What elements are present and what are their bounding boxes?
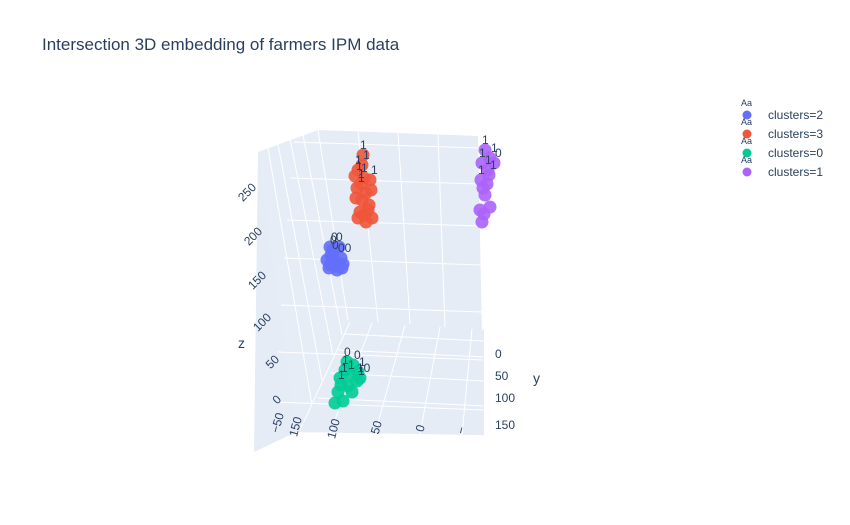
legend[interactable]: Aa clusters=2 Aa clusters=3 Aa clusters=… [741,98,823,179]
legend-marker [742,167,752,177]
y-tick-label: 150 [495,418,515,432]
point-label: 0 [332,238,339,252]
point-label: 1 [371,163,378,177]
data-point[interactable] [334,378,348,392]
x-tick-label: 100 [324,417,343,440]
point-label: 1 [482,133,489,147]
legend-item[interactable]: Aa clusters=2 [741,98,823,122]
point-label: 1 [360,138,367,152]
point-label: 1 [478,163,485,177]
legend-marker [742,148,752,158]
point-label: 1 [479,146,486,160]
data-point[interactable] [353,371,367,385]
z-tick-label: 250 [235,180,259,204]
y-axis-title: y [533,370,540,386]
scene-3d[interactable] [254,129,485,452]
y-axis: 0 50 100 150 y [495,347,540,432]
legend-symbol-text: Aa [741,117,752,127]
legend-marker [742,110,752,120]
point-label: 1 [341,361,348,375]
data-point[interactable] [348,169,362,183]
point-label: 1 [348,358,355,372]
grid-lines [267,129,485,436]
point-label: 1 [359,355,366,369]
scatter-points[interactable] [320,143,501,410]
data-point[interactable] [356,148,370,162]
point-label: 0 [344,345,351,359]
data-point[interactable] [335,261,349,275]
legend-item[interactable]: Aa clusters=3 [741,117,823,141]
y-tick-label: 50 [495,369,509,383]
point-label: 1 [358,171,365,185]
legend-symbol-text: Aa [741,98,752,108]
data-point[interactable] [487,156,501,170]
data-point[interactable] [328,396,342,410]
point-label: 0 [336,230,343,244]
x-axis: −50 150 100 50 0 − [268,411,469,440]
point-label: 1 [490,158,497,172]
data-point[interactable] [349,191,363,205]
point-label: 0 [331,230,338,244]
point-label: 1 [358,364,365,378]
point-label: 0 [495,146,502,160]
legend-item[interactable]: Aa clusters=0 [741,136,823,160]
data-point[interactable] [482,168,496,182]
data-point[interactable] [332,240,346,254]
x-tick-label: 150 [286,415,305,438]
data-point[interactable] [476,181,490,195]
y-tick-label: 0 [495,347,502,361]
x-tick-label: 50 [368,419,385,436]
point-label: 1 [355,153,362,167]
y-tick-label: 100 [495,391,515,405]
data-point[interactable] [364,183,378,197]
point-label: 1 [342,353,349,367]
point-label: 1 [485,153,492,167]
x-tick-label: − [454,425,469,435]
point-label: 00 [338,241,352,255]
point-label: 0 [330,233,337,247]
point-label: 1 [338,368,345,382]
data-point[interactable] [323,240,337,254]
point-label: 1 [356,159,363,173]
point-label: 1 [491,141,498,155]
legend-symbol-text: Aa [741,155,752,165]
point-label: 10 [357,361,371,375]
legend-label: clusters=3 [768,127,823,141]
point-label: 1 [358,167,365,181]
data-point[interactable] [475,215,489,229]
side-wall-pane [258,130,348,432]
legend-marker [742,129,752,139]
point-label: 0 [354,348,361,362]
point-label: 1 [363,148,370,162]
chart-title: Intersection 3D embedding of farmers IPM… [42,35,400,54]
legend-item[interactable]: Aa clusters=1 [741,155,823,179]
legend-label: clusters=0 [768,146,823,160]
point-label: 1 [361,161,368,175]
data-point[interactable] [340,355,354,369]
z-axis-title: z [238,335,245,351]
data-point[interactable] [362,198,376,212]
data-point[interactable] [345,385,359,399]
data-point[interactable] [351,211,365,225]
x-tick-label: 0 [413,423,428,433]
legend-label: clusters=1 [768,165,823,179]
legend-label: clusters=2 [768,108,823,122]
legend-symbol-text: Aa [741,136,752,146]
x-tick-label: −50 [268,411,287,435]
